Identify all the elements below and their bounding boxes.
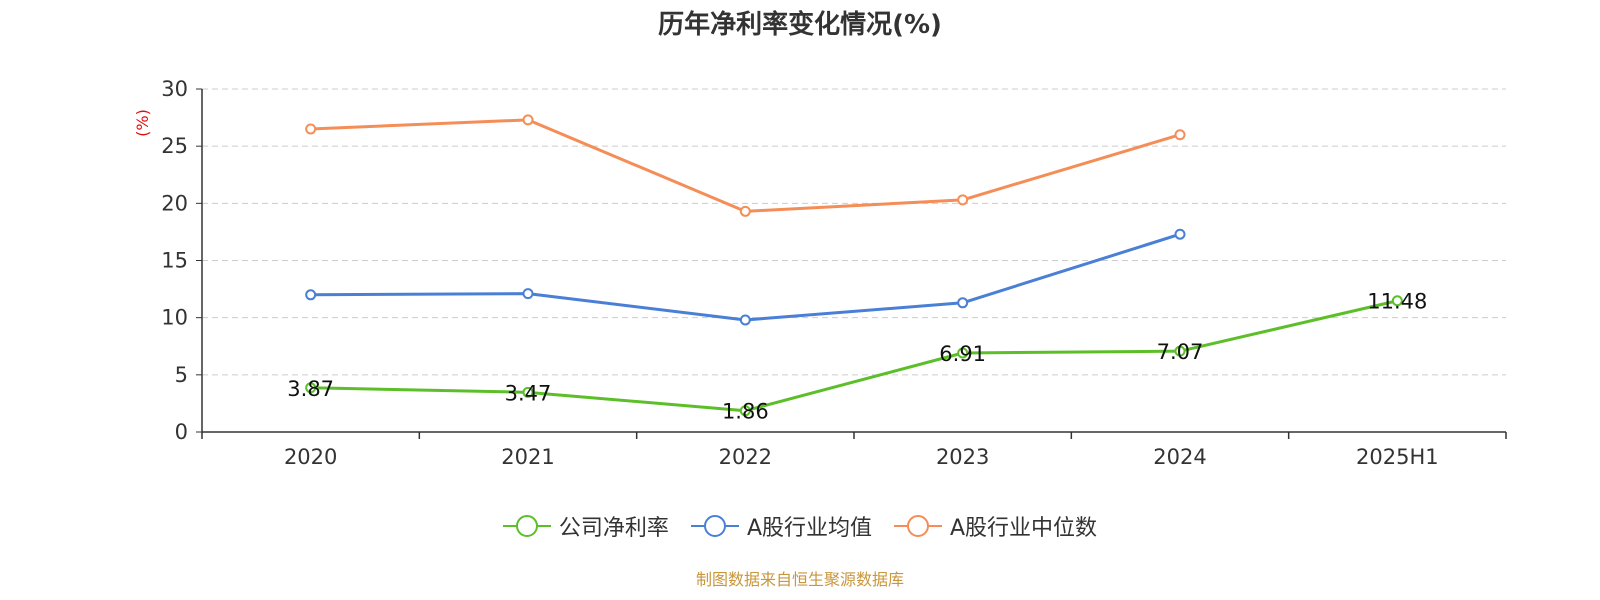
y-tick-label: 10 (161, 306, 188, 330)
data-label: 3.47 (505, 381, 552, 405)
data-point (305, 382, 317, 394)
y-tick-label: 15 (161, 249, 188, 273)
series-line-0 (310, 299, 1398, 413)
series-line-2 (310, 118, 1181, 213)
legend-item-industry-mean[interactable]: A股行业均值 (690, 510, 872, 542)
chart-title: 历年净利率变化情况(%) (658, 10, 942, 40)
x-tick-label: 2025H1 (1356, 445, 1439, 469)
legend-swatch-industry-median (894, 515, 942, 537)
series-line-1 (310, 232, 1181, 322)
x-tick-label: 2024 (1153, 445, 1206, 469)
legend: 公司净利率 A股行业均值 A股行业中位数 (0, 510, 1600, 542)
x-tick-label: 2023 (936, 445, 989, 469)
y-tick-label: 5 (175, 363, 188, 387)
data-point (522, 386, 534, 398)
x-tick-label: 2020 (284, 445, 337, 469)
data-point (1174, 129, 1186, 141)
legend-swatch-company (502, 515, 551, 537)
y-tick-label: 25 (161, 134, 188, 158)
y-tick-label: 0 (175, 420, 188, 444)
x-tick-label: 2021 (501, 445, 554, 469)
data-point (1174, 228, 1186, 240)
data-point (739, 405, 751, 417)
data-point (305, 123, 317, 135)
data-point (957, 347, 969, 359)
y-axis-label: (%) (133, 109, 152, 137)
legend-item-company[interactable]: 公司净利率 (502, 510, 669, 542)
data-point (739, 205, 751, 217)
legend-label-industry-median: A股行业中位数 (950, 516, 1098, 541)
data-point (957, 297, 969, 309)
data-point (1391, 295, 1403, 307)
data-point (739, 314, 751, 326)
x-tick-label: 2022 (719, 445, 772, 469)
legend-swatch-industry-mean (690, 515, 739, 537)
legend-label-company: 公司净利率 (558, 516, 669, 541)
source-note: 制图数据来自恒生聚源数据库 (695, 570, 904, 589)
data-point (957, 194, 969, 206)
data-label: 1.86 (722, 400, 769, 424)
legend-item-industry-median[interactable]: A股行业中位数 (894, 510, 1097, 542)
data-point (305, 289, 317, 301)
data-point (522, 288, 534, 300)
legend-label-industry-mean: A股行业均值 (746, 516, 872, 541)
data-label: 11.48 (1367, 290, 1427, 314)
data-label: 7.07 (1157, 340, 1204, 364)
y-tick-label: 30 (161, 77, 188, 101)
data-point (1174, 345, 1186, 357)
y-tick-label: 20 (161, 191, 188, 215)
data-label: 6.91 (939, 342, 986, 366)
data-point (522, 114, 534, 126)
data-label: 3.87 (287, 377, 334, 401)
